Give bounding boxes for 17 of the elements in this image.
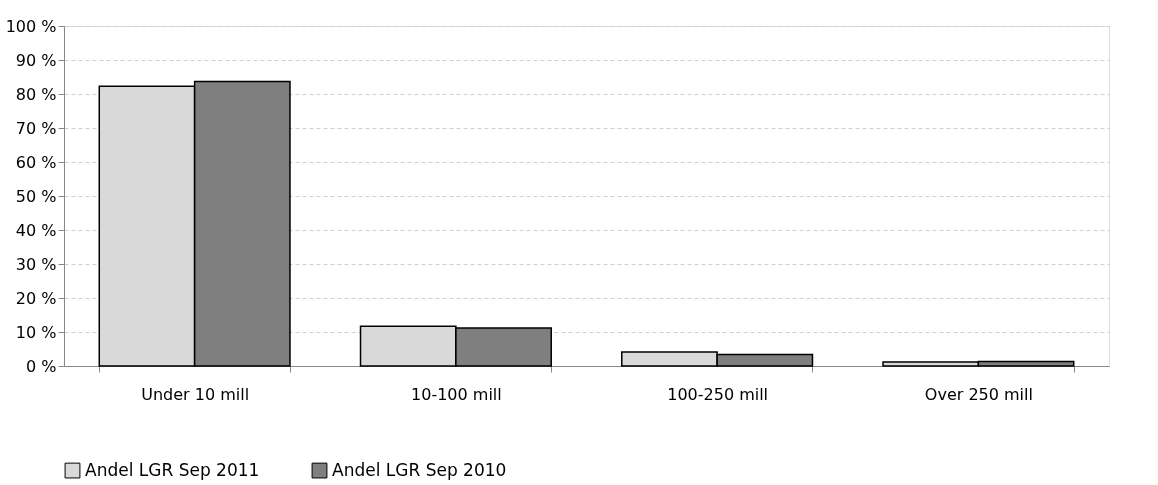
y-tick-label: 30 % <box>15 254 57 274</box>
y-tick-label: 60 % <box>15 152 57 172</box>
y-tick-label: 40 % <box>15 220 57 240</box>
x-tick-label: Over 250 mill <box>924 384 1033 404</box>
y-tick-label: 70 % <box>15 118 57 138</box>
legend-label: Andel LGR Sep 2011 <box>85 459 260 480</box>
y-tick-label: 50 % <box>15 186 57 206</box>
y-tick-label: 10 % <box>15 322 57 342</box>
y-tick-label: 100 % <box>5 16 57 36</box>
x-tick-label: 100-250 mill <box>667 384 769 404</box>
y-tick-label: 90 % <box>15 50 57 70</box>
x-tick-label: Under 10 mill <box>141 384 250 404</box>
y-tick-label: 0 % <box>26 356 57 376</box>
y-tick-label: 80 % <box>15 84 57 104</box>
legend-label: Andel LGR Sep 2010 <box>332 459 507 480</box>
y-tick-label: 20 % <box>15 288 57 308</box>
x-tick-label: 10-100 mill <box>411 384 502 404</box>
